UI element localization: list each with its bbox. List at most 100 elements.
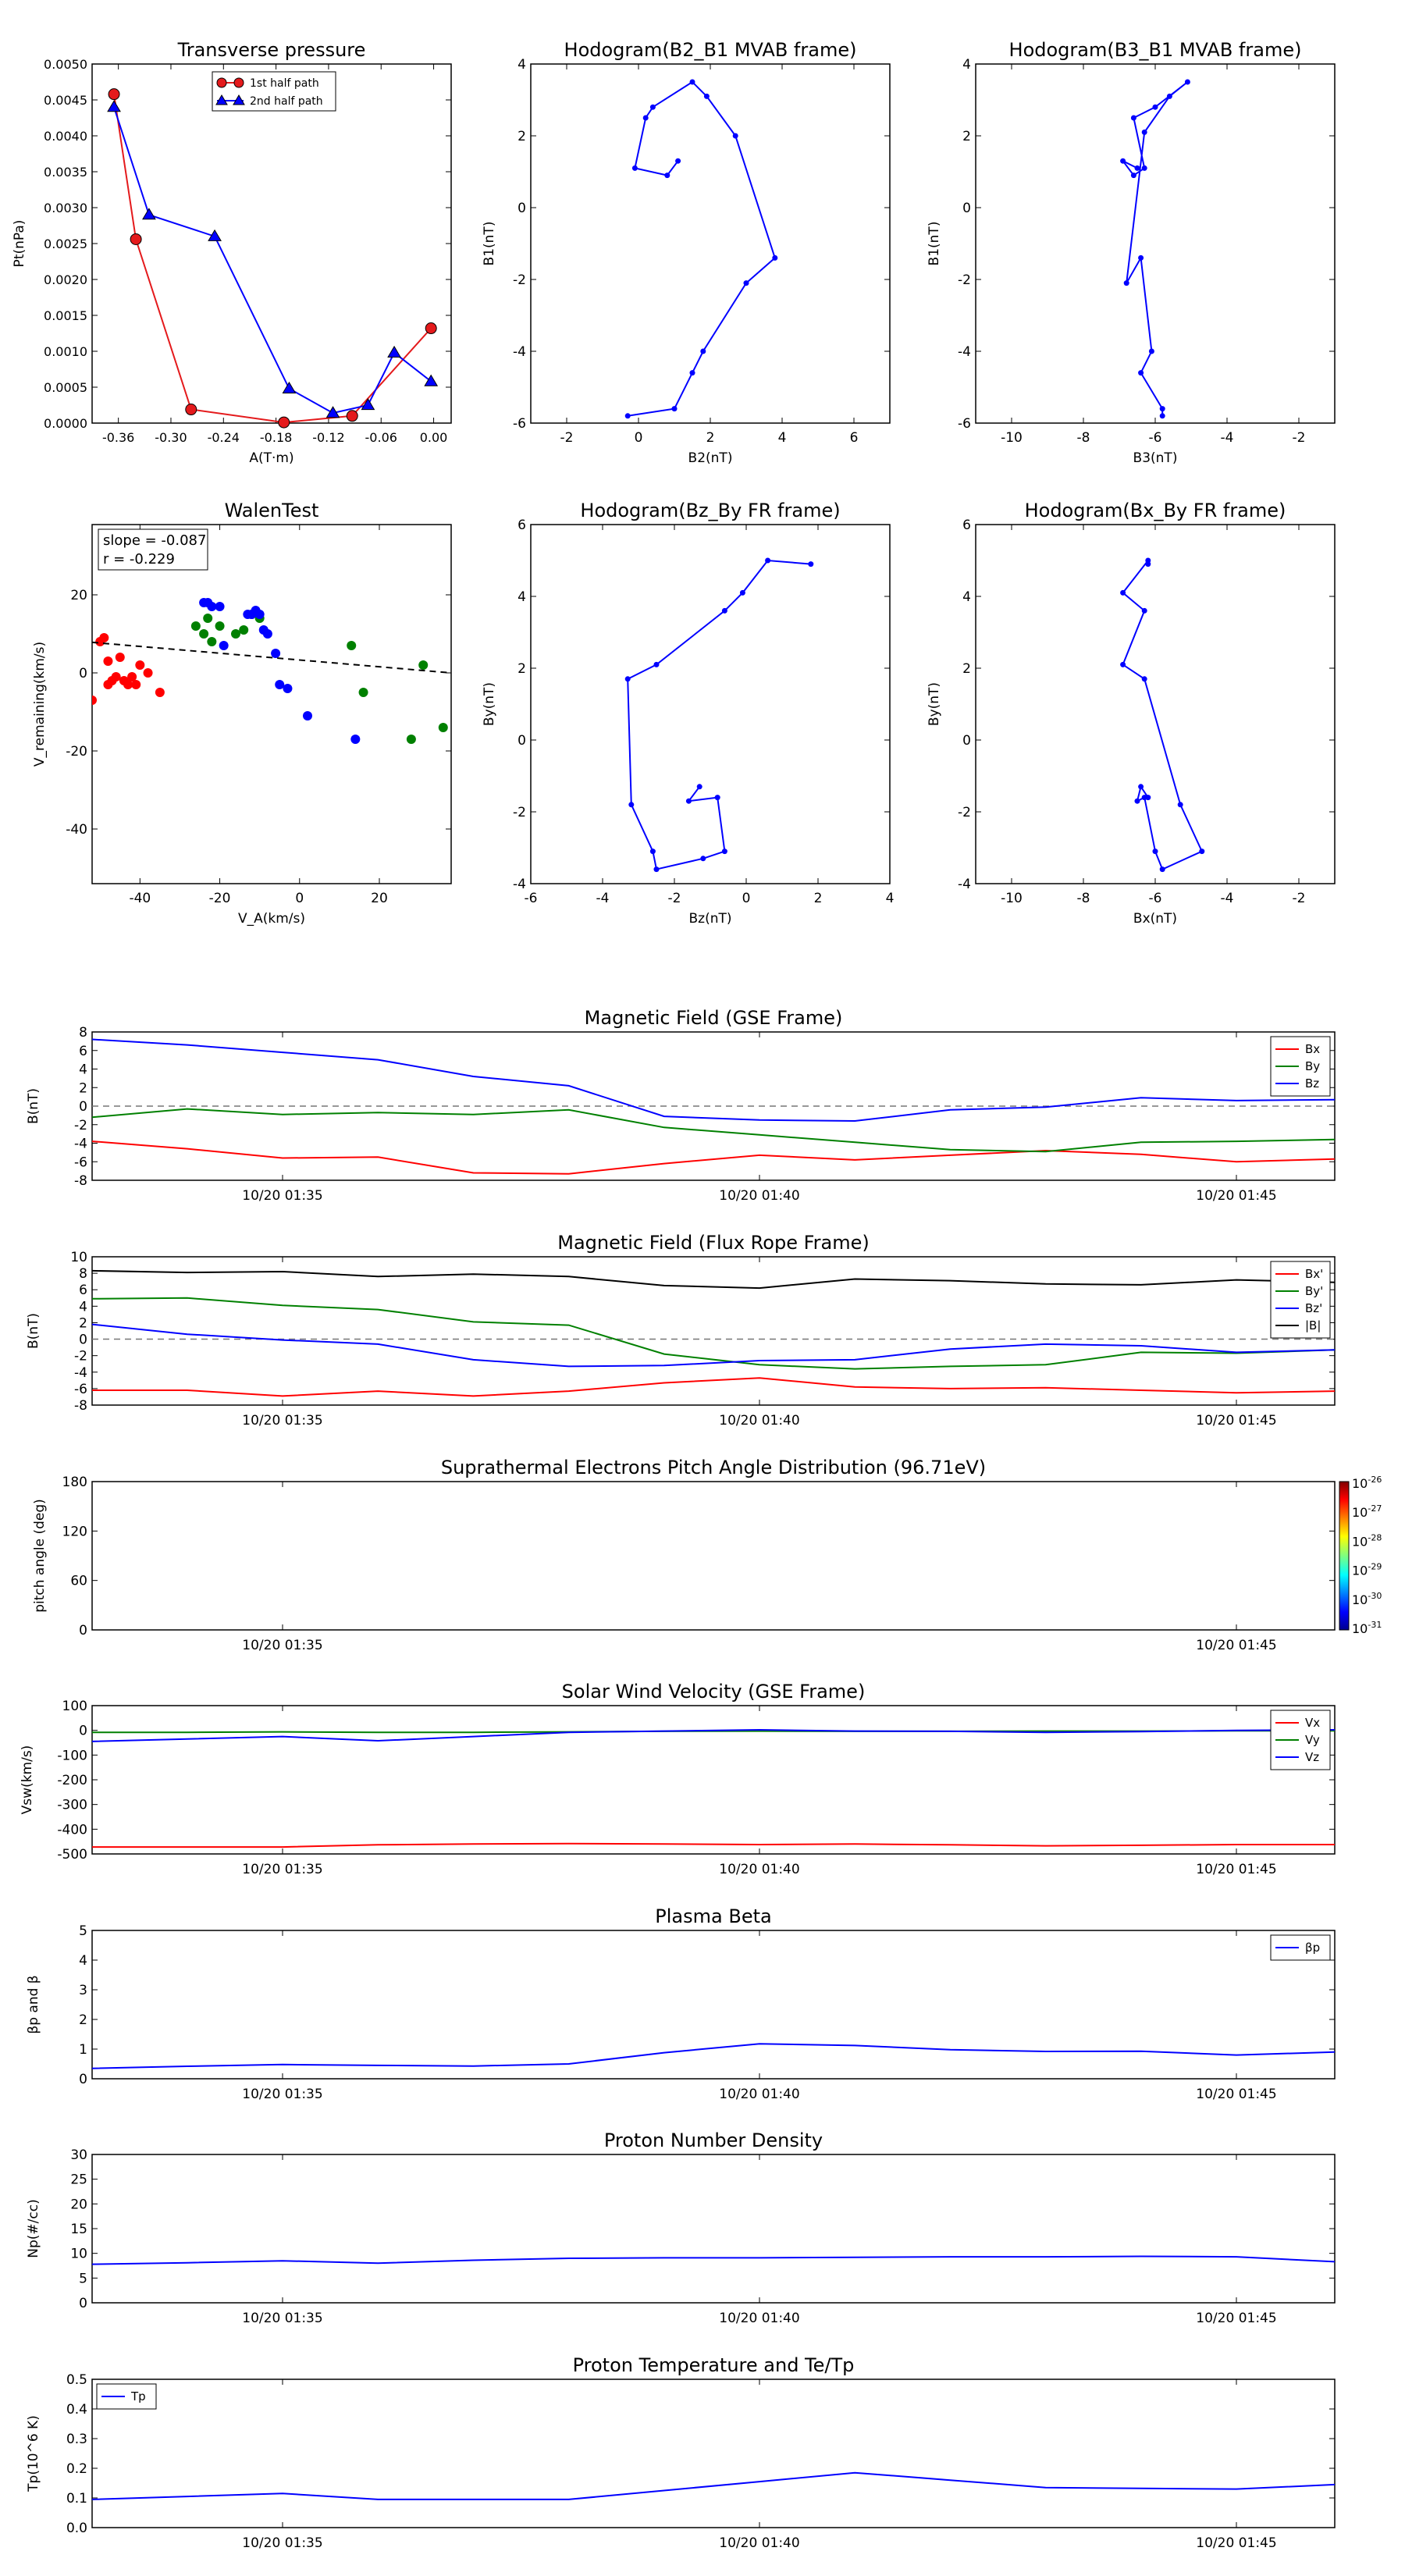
data-point (1141, 129, 1147, 135)
ytick-label: 4 (518, 57, 526, 73)
plot-frame (91, 1705, 1336, 1855)
data-point (303, 711, 312, 720)
data-point (649, 849, 656, 855)
xtick-label: 10/20 01:35 (242, 1862, 322, 1877)
hodogram-path (627, 559, 811, 870)
xtick-label: 10/20 01:45 (1196, 1638, 1276, 1653)
data-point (358, 688, 368, 697)
data-point (1120, 158, 1126, 164)
data-point (203, 614, 213, 623)
colorbar: 10-26 10-27 10-28 10-29 10-30 10-31 (1339, 1475, 1382, 1636)
data-point (1159, 406, 1165, 412)
series-line-By (92, 1108, 1335, 1153)
data-point (1141, 165, 1147, 171)
xtick-label: -0.24 (208, 430, 240, 445)
data-point (215, 602, 225, 611)
plot-frame (530, 524, 891, 884)
ytick-label: -8 (74, 1398, 87, 1414)
xtick-label: 0 (635, 430, 643, 446)
legend-label: Tp (130, 2389, 146, 2403)
data-point (190, 621, 201, 631)
data-point (107, 100, 121, 112)
hodogram-path (1122, 81, 1189, 416)
data-point (208, 229, 222, 241)
data-point (1138, 370, 1144, 376)
data-point (262, 629, 272, 639)
data-point (1134, 798, 1140, 804)
legend-label: Bx' (1305, 1267, 1323, 1281)
ytick-label: -6 (513, 416, 526, 432)
xtick-label: -0.30 (155, 430, 187, 445)
ytick-label: 0.1 (66, 2491, 87, 2507)
ytick-label: 0 (79, 2072, 87, 2087)
legend-label: Vz (1305, 1750, 1319, 1764)
data-point (438, 723, 448, 732)
xtick-label: 4 (778, 430, 787, 446)
x-axis-label: V_A(km/s) (238, 911, 305, 927)
data-point (1177, 802, 1183, 808)
ytick-label: -500 (57, 1847, 87, 1863)
ytick-label: 5 (79, 2271, 87, 2286)
series-line-0 (92, 2255, 1335, 2265)
ytick-label: 0 (79, 1623, 87, 1638)
xtick-label: 2 (706, 430, 715, 446)
chart-title: Magnetic Field (Flux Rope Frame) (557, 1232, 869, 1254)
ytick-label: 0.0030 (44, 201, 87, 215)
ytick-label: 3 (79, 1983, 87, 1998)
ytick-label: 0.0010 (44, 344, 87, 359)
series-line-Bz' (92, 1323, 1335, 1368)
data-point (1184, 79, 1190, 85)
plot-frame (91, 2379, 1336, 2528)
ytick-label: 2 (518, 129, 526, 144)
xtick-label: 10/20 01:35 (242, 1638, 322, 1653)
series-line-Bx' (92, 1377, 1335, 1397)
data-point (696, 784, 702, 790)
data-point (219, 641, 229, 650)
series-line-1 (113, 94, 432, 424)
legend: Vx Vy Vz (1270, 1710, 1331, 1770)
chart-title: Suprathermal Electrons Pitch Angle Distr… (441, 1457, 986, 1478)
xtick-label: -4 (1221, 891, 1234, 906)
ytick-label: 30 (70, 2147, 87, 2163)
y-axis-label: pitch angle (deg) (32, 1499, 48, 1613)
plot-frame (91, 524, 452, 884)
xtick-label: 10/20 01:35 (242, 2535, 322, 2551)
legend-marker (216, 77, 227, 88)
chart-transverse-pressure: 0.0000 0.0005 0.0010 0.0015 0.0020 0.0025 0.00… (12, 39, 452, 466)
xtick-label: -10 (1001, 430, 1023, 446)
ytick-label: 0.2 (66, 2461, 87, 2477)
data-point (808, 561, 814, 568)
ytick-label: 15 (70, 2222, 87, 2237)
xtick-label: 10/20 01:40 (719, 1413, 799, 1429)
data-point (1138, 254, 1144, 261)
chart-timeseries-12: 0.0 0.1 0.2 0.3 0.4 0.5 10/20 01:35 10/20 01:40… (26, 2354, 1336, 2551)
chart-hodogram-2: -6 -4 -2 0 2 4 -10 -8 -6 -4 -2 Hodogram(B3_B1 MVAB … (927, 39, 1336, 466)
data-point (1120, 661, 1126, 667)
data-point (1130, 173, 1136, 179)
chart-title: Magnetic Field (GSE Frame) (585, 1007, 843, 1029)
hodogram-path (1122, 558, 1204, 870)
data-point (325, 406, 340, 418)
xtick-label: 4 (886, 891, 895, 906)
x-axis-label: B3(nT) (1133, 450, 1178, 466)
series-group (92, 2043, 1335, 2069)
ytick-label: 8 (79, 1025, 87, 1041)
xtick-label: -0.36 (102, 430, 134, 445)
annotation-box: slope = -0.087 r = -0.229 (98, 528, 208, 571)
data-point (1120, 589, 1126, 596)
legend-marker (215, 94, 228, 105)
ytick-label: -2 (958, 272, 971, 288)
data-point (1145, 557, 1151, 564)
data-point (231, 629, 240, 639)
data-point (671, 406, 678, 412)
series-line-|B| (92, 1269, 1335, 1290)
legend-label: βp (1305, 1941, 1320, 1955)
data-point (1141, 676, 1147, 682)
y-axis-label: B1(nT) (482, 222, 497, 266)
data-point (406, 735, 416, 744)
y-axis-label: By(nT) (927, 682, 942, 726)
ytick-label: 0 (962, 733, 971, 749)
ytick-label: 0.3 (66, 2432, 87, 2447)
data-point (1199, 849, 1205, 855)
